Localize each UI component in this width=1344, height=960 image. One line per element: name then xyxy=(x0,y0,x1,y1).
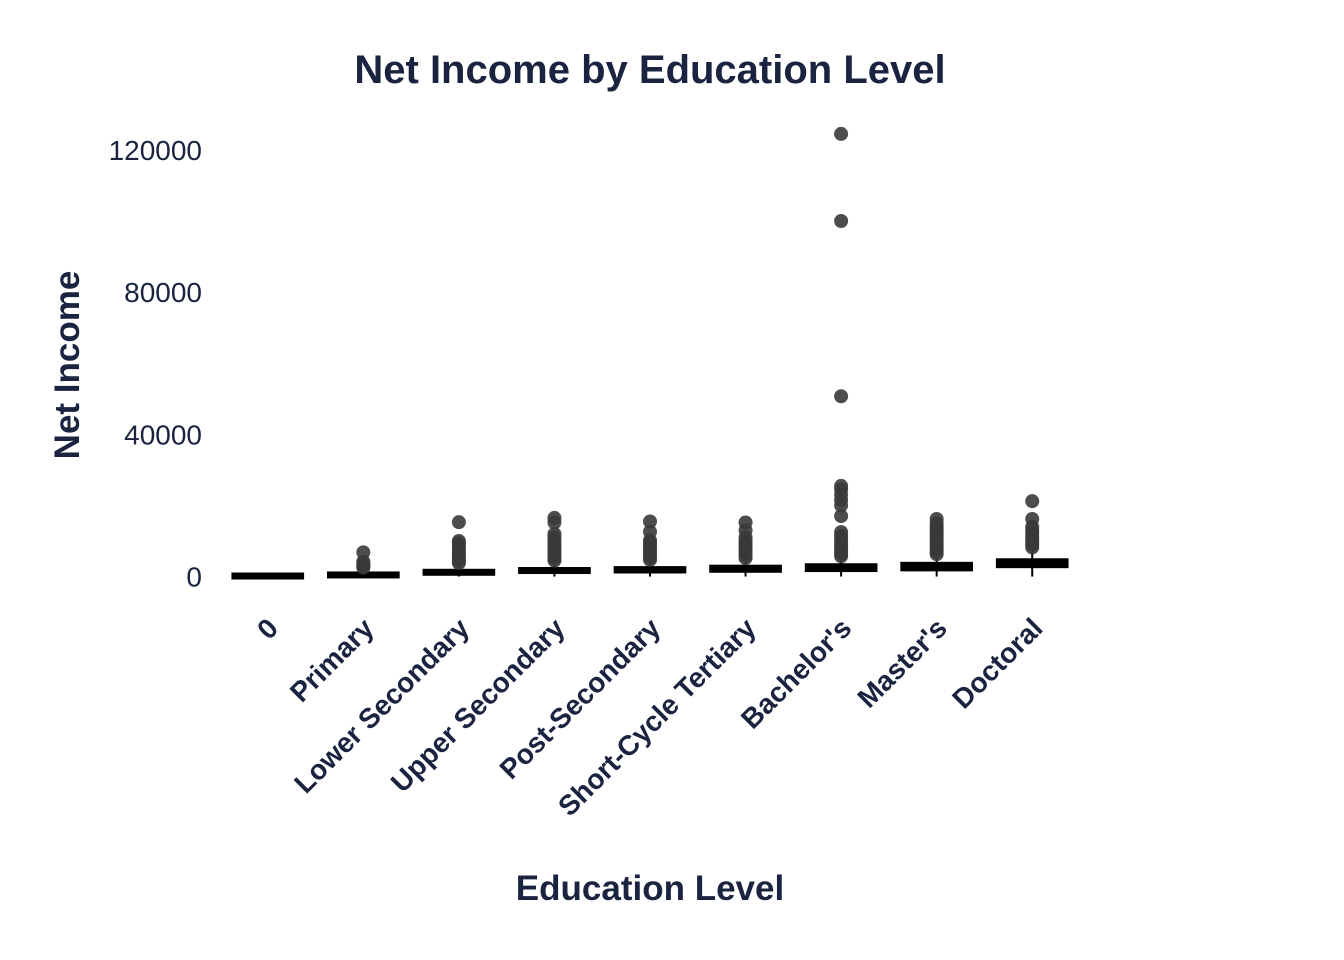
y-axis-title: Net Income xyxy=(48,271,87,460)
plot-area xyxy=(231,126,1069,580)
y-tick-label: 80000 xyxy=(124,277,202,308)
x-tick-label: Short-Cycle Tertiary xyxy=(552,612,762,822)
chart-title: Net Income by Education Level xyxy=(354,48,945,92)
x-tick-label: Primary xyxy=(284,612,380,708)
outlier-point xyxy=(356,545,371,560)
x-tick-label: Upper Secondary xyxy=(385,612,571,798)
x-tick-label: Doctoral xyxy=(946,612,1048,714)
outlier-point xyxy=(547,526,562,541)
box-group xyxy=(995,494,1069,577)
outlier-point xyxy=(738,515,753,530)
box-group xyxy=(613,514,687,577)
box-group xyxy=(709,515,782,577)
box-group xyxy=(231,572,305,580)
outlier-point xyxy=(834,126,849,141)
box-group xyxy=(804,126,878,577)
outlier-point xyxy=(1025,494,1040,509)
outlier-point xyxy=(1025,511,1040,526)
outlier-point xyxy=(929,511,944,526)
y-axis-ticks: 0 40000 80000 120000 xyxy=(109,135,202,593)
x-tick-label: Post-Secondary xyxy=(494,612,667,785)
outlier-point xyxy=(643,524,657,539)
outlier-point xyxy=(834,525,849,540)
box-group xyxy=(327,545,400,579)
y-tick-label: 0 xyxy=(186,562,202,593)
outlier-point xyxy=(834,478,849,493)
outlier-point xyxy=(547,510,562,525)
outlier-point xyxy=(834,509,849,524)
outlier-point xyxy=(451,534,466,548)
box-group xyxy=(518,510,591,577)
x-tick-label: 0 xyxy=(251,612,284,645)
x-axis-title: Education Level xyxy=(516,869,784,908)
box-group xyxy=(900,511,973,577)
outlier-point xyxy=(643,514,657,529)
outlier-point xyxy=(834,214,849,228)
box-group xyxy=(422,515,496,577)
outlier-point xyxy=(834,389,849,404)
y-tick-label: 40000 xyxy=(124,419,202,450)
outlier-point xyxy=(451,515,466,530)
x-tick-label: Lower Secondary xyxy=(288,612,475,799)
y-tick-label: 120000 xyxy=(109,135,202,166)
x-tick-label: Master's xyxy=(851,612,952,713)
